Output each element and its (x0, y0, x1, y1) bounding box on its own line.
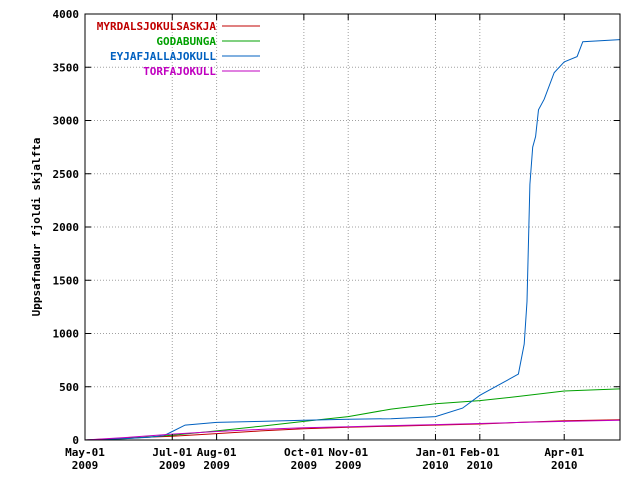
y-tick-label-3: 1500 (53, 274, 80, 287)
legend: MYRDALSJOKULSASKJA GODABUNGA EYJAFJALLAJOK… (97, 20, 260, 78)
y-tick-label-6: 3000 (53, 115, 80, 128)
y-axis: 0 500 1000 1500 2000 2500 3000 3500 4000 (53, 8, 620, 447)
series-line-myrdalsjokulsaskja (84, 419, 621, 441)
legend-label-eyjafjallajokull: EYJAFJALLAJOKULL (110, 50, 216, 63)
y-tick-label-0: 0 (72, 434, 79, 447)
y-tick-label-5: 2500 (53, 168, 80, 181)
y-tick-label-1: 500 (59, 381, 79, 394)
legend-label-myrdalsjokulsaskja: MYRDALSJOKULSASKJA (97, 20, 217, 33)
x-tick-label-7: Apr-01 2010 (544, 446, 584, 472)
y-tick-label-8: 4000 (53, 8, 80, 21)
x-tick-label-3: Oct-01 2009 (284, 446, 324, 472)
x-tick-label-1: Jul-01 2009 (152, 446, 192, 472)
x-tick-label-2: Aug-01 2009 (197, 446, 237, 472)
y-tick-label-2: 1000 (53, 328, 80, 341)
legend-label-torfajokull: TORFAJOKULL (143, 65, 216, 78)
x-tick-label-0: May-01 2009 (65, 446, 105, 472)
legend-label-godabunga: GODABUNGA (156, 35, 216, 48)
y-tick-label-4: 2000 (53, 221, 80, 234)
y-tick-label-7: 3500 (53, 61, 80, 74)
x-tick-label-4: Nov-01 2009 (328, 446, 368, 472)
grid (85, 14, 620, 440)
x-tick-label-5: Jan-01 2010 (416, 446, 456, 472)
series-layer (84, 39, 621, 441)
x-tick-label-6: Feb-01 2010 (460, 446, 500, 472)
series-line-godabunga (84, 388, 621, 441)
y-axis-label: Uppsafnadur fjoldi skjalfta (30, 138, 43, 317)
series-line-eyjafjallajokull (84, 39, 621, 441)
